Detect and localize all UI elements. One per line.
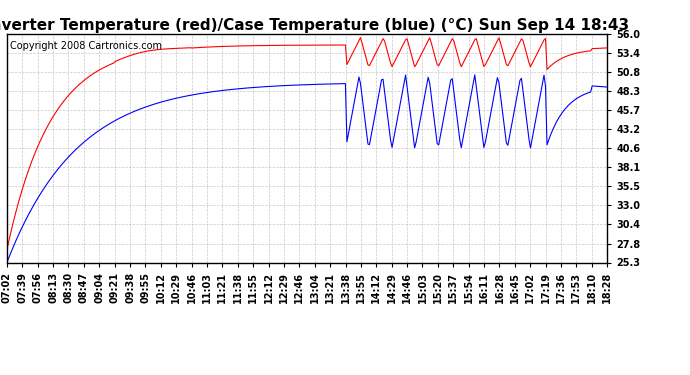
Title: Inverter Temperature (red)/Case Temperature (blue) (°C) Sun Sep 14 18:43: Inverter Temperature (red)/Case Temperat…	[0, 18, 629, 33]
Text: Copyright 2008 Cartronics.com: Copyright 2008 Cartronics.com	[10, 40, 162, 51]
